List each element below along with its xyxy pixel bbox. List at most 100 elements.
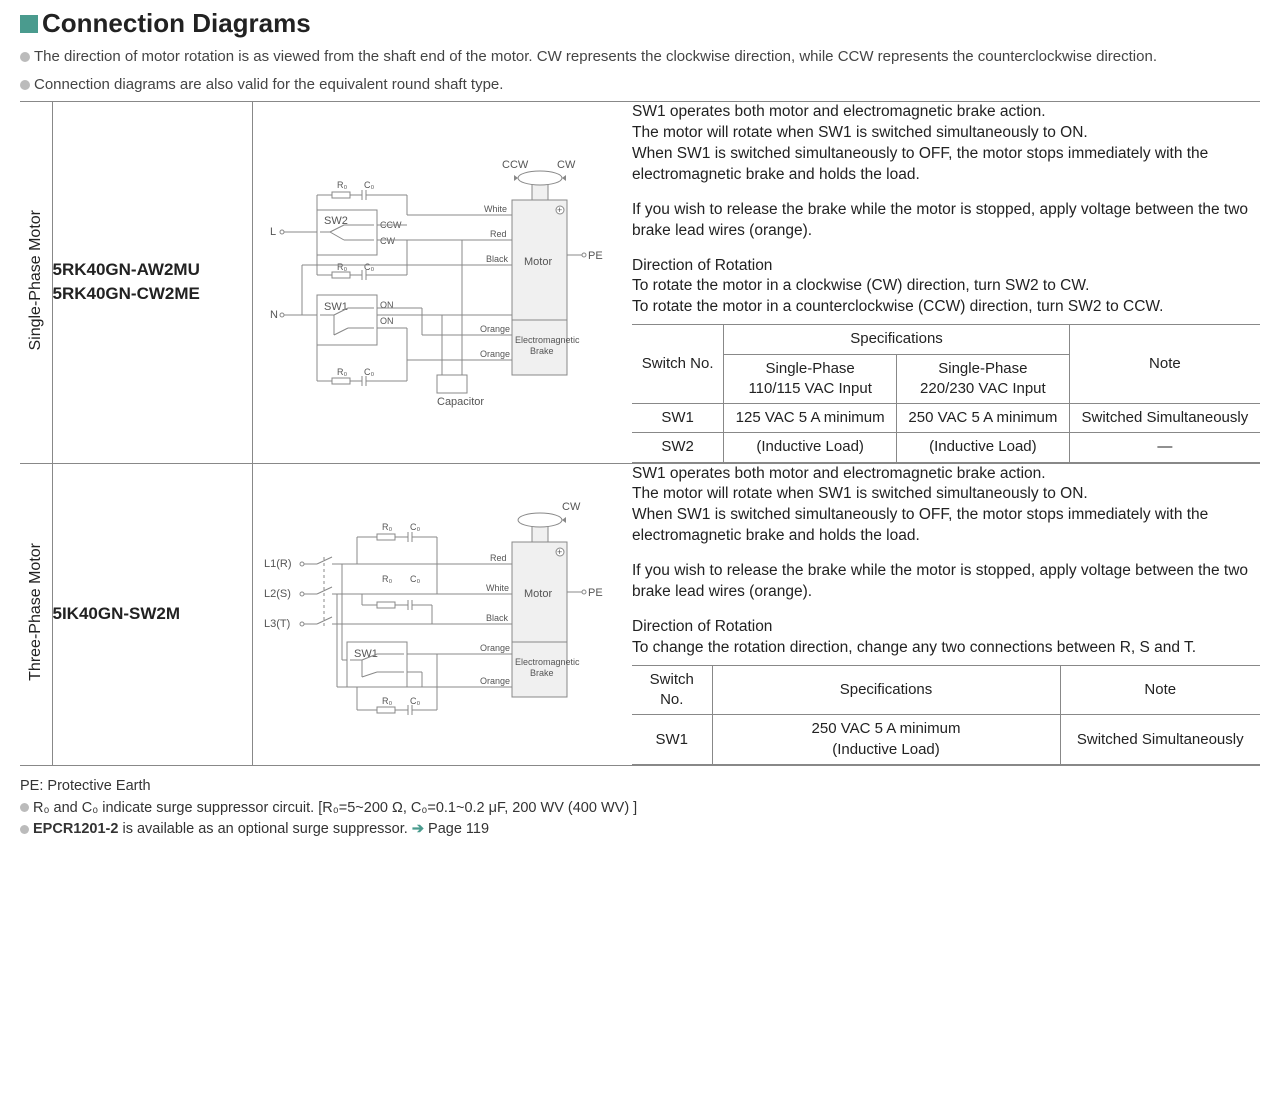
model-number-1: 5IK40GN-SW2M [53, 602, 252, 626]
bullet-icon [20, 52, 30, 62]
th-note: Note [1060, 665, 1260, 715]
svg-text:C₀: C₀ [410, 522, 420, 532]
sw2-note: — [1069, 433, 1260, 462]
model-cell: 5RK40GN-AW2MU 5RK40GN-CW2ME [52, 102, 252, 464]
intro-text-1: The direction of motor rotation is as vi… [34, 48, 1157, 65]
vertical-label-cell: Three-Phase Motor [20, 463, 52, 765]
intro-text-2: Connection diagrams are also valid for t… [34, 76, 503, 93]
svg-text:+: + [557, 205, 562, 215]
svg-text:Brake: Brake [530, 668, 554, 678]
svg-text:C₀: C₀ [410, 696, 420, 706]
spec-table-three: Switch No. Specifications Note SW1 250 V… [632, 665, 1260, 765]
bullet-icon [20, 825, 29, 834]
svg-text:Red: Red [490, 553, 507, 563]
footnote-pe: PE: Protective Earth [20, 776, 1260, 798]
page-ref: Page 119 [424, 821, 489, 837]
svg-text:Black: Black [486, 613, 509, 623]
th-col2: Single-Phase 220/230 VAC Input [897, 354, 1070, 404]
footnote-rc: R₀ and C₀ indicate surge suppressor circ… [20, 798, 1260, 820]
th-spec: Specifications [724, 325, 1069, 354]
epcr-model: EPCR1201-2 [33, 821, 118, 837]
intro-line-1: The direction of motor rotation is as vi… [20, 45, 1260, 69]
svg-text:PE: PE [588, 250, 603, 262]
svg-text:Electromagnetic: Electromagnetic [515, 335, 580, 345]
svg-text:R₀: R₀ [337, 262, 347, 272]
th-spec: Specifications [712, 665, 1060, 715]
direction-title: Direction of Rotation [632, 617, 1260, 638]
diagram-cell-single: L N SW2 CCW CW R₀ C₀ White [252, 102, 632, 464]
sw1-spec: 250 VAC 5 A minimum (Inductive Load) [712, 715, 1060, 765]
connection-table: Single-Phase Motor 5RK40GN-AW2MU 5RK40GN… [20, 101, 1260, 766]
svg-text:C₀: C₀ [364, 180, 374, 190]
svg-text:CW: CW [557, 159, 576, 171]
th-col1: Single-Phase 110/115 VAC Input [724, 354, 897, 404]
svg-text:R₀: R₀ [382, 696, 392, 706]
direction-title: Direction of Rotation [632, 256, 1260, 277]
svg-text:C₀: C₀ [410, 574, 420, 584]
svg-text:White: White [486, 583, 509, 593]
desc-p2: If you wish to release the brake while t… [632, 561, 1260, 603]
three-phase-diagram: L1(R) L2(S) L3(T) Red White Black R₀ C₀ … [262, 482, 622, 742]
svg-text:R₀: R₀ [382, 574, 392, 584]
desc-p1: SW1 operates both motor and electromagne… [632, 464, 1260, 548]
th-switch: Switch No. [632, 325, 724, 404]
svg-text:N: N [270, 309, 278, 321]
model-number-1: 5RK40GN-AW2MU [53, 258, 252, 282]
row-single-phase: Single-Phase Motor 5RK40GN-AW2MU 5RK40GN… [20, 102, 1260, 464]
svg-text:R₀: R₀ [382, 522, 392, 532]
bullet-icon [20, 803, 29, 812]
svg-text:Orange: Orange [480, 676, 510, 686]
svg-text:PE: PE [588, 587, 603, 599]
sw2-label: SW2 [632, 433, 724, 462]
svg-text:C₀: C₀ [364, 367, 374, 377]
description-cell-three: SW1 operates both motor and electromagne… [632, 463, 1260, 765]
title-text: Connection Diagrams [42, 8, 311, 39]
svg-text:Brake: Brake [530, 346, 554, 356]
title-square-icon [20, 15, 38, 33]
footnotes: PE: Protective Earth R₀ and C₀ indicate … [20, 776, 1260, 841]
svg-text:CW: CW [380, 236, 395, 246]
vertical-label: Three-Phase Motor [25, 535, 47, 689]
svg-text:Motor: Motor [524, 256, 552, 268]
footnote-epcr: EPCR1201-2 is available as an optional s… [20, 819, 1260, 841]
single-phase-diagram: L N SW2 CCW CW R₀ C₀ White [262, 140, 622, 420]
sw2-c1: (Inductive Load) [724, 433, 897, 462]
svg-text:R₀: R₀ [337, 180, 347, 190]
svg-text:Capacitor: Capacitor [437, 396, 484, 408]
description-cell-single: SW1 operates both motor and electromagne… [632, 102, 1260, 464]
model-cell: 5IK40GN-SW2M [52, 463, 252, 765]
svg-text:Motor: Motor [524, 588, 552, 600]
sw1-c2: 250 VAC 5 A minimum [897, 404, 1070, 433]
arrow-icon: ➔ [412, 821, 424, 837]
desc-p1: SW1 operates both motor and electromagne… [632, 102, 1260, 186]
svg-text:Orange: Orange [480, 324, 510, 334]
svg-text:CCW: CCW [502, 159, 529, 171]
spec-table-single: Switch No. Specifications Note Single-Ph… [632, 324, 1260, 462]
intro-line-2: Connection diagrams are also valid for t… [20, 73, 1260, 97]
sw1-c1: 125 VAC 5 A minimum [724, 404, 897, 433]
desc-p2: If you wish to release the brake while t… [632, 200, 1260, 242]
svg-text:L1(R): L1(R) [264, 558, 292, 570]
svg-text:L2(S): L2(S) [264, 588, 291, 600]
svg-text:ON: ON [380, 316, 394, 326]
footnote-rc-text: R₀ and C₀ indicate surge suppressor circ… [33, 800, 637, 816]
vertical-label-cell: Single-Phase Motor [20, 102, 52, 464]
svg-text:Orange: Orange [480, 349, 510, 359]
row-three-phase: Three-Phase Motor 5IK40GN-SW2M L1(R) L2(… [20, 463, 1260, 765]
svg-text:R₀: R₀ [337, 367, 347, 377]
svg-text:CW: CW [562, 501, 581, 513]
th-switch: Switch No. [632, 665, 712, 715]
svg-text:L: L [270, 226, 276, 238]
sw1-label: SW1 [632, 715, 712, 765]
vertical-label: Single-Phase Motor [25, 202, 47, 359]
svg-text:Black: Black [486, 254, 509, 264]
bullet-icon [20, 80, 30, 90]
direction-body: To rotate the motor in a clockwise (CW) … [632, 276, 1260, 318]
svg-text:White: White [484, 204, 507, 214]
svg-text:Red: Red [490, 229, 507, 239]
th-note: Note [1069, 325, 1260, 404]
sw2-c2: (Inductive Load) [897, 433, 1070, 462]
svg-text:SW1: SW1 [324, 301, 348, 313]
sw1-label: SW1 [632, 404, 724, 433]
svg-text:+: + [557, 547, 562, 557]
